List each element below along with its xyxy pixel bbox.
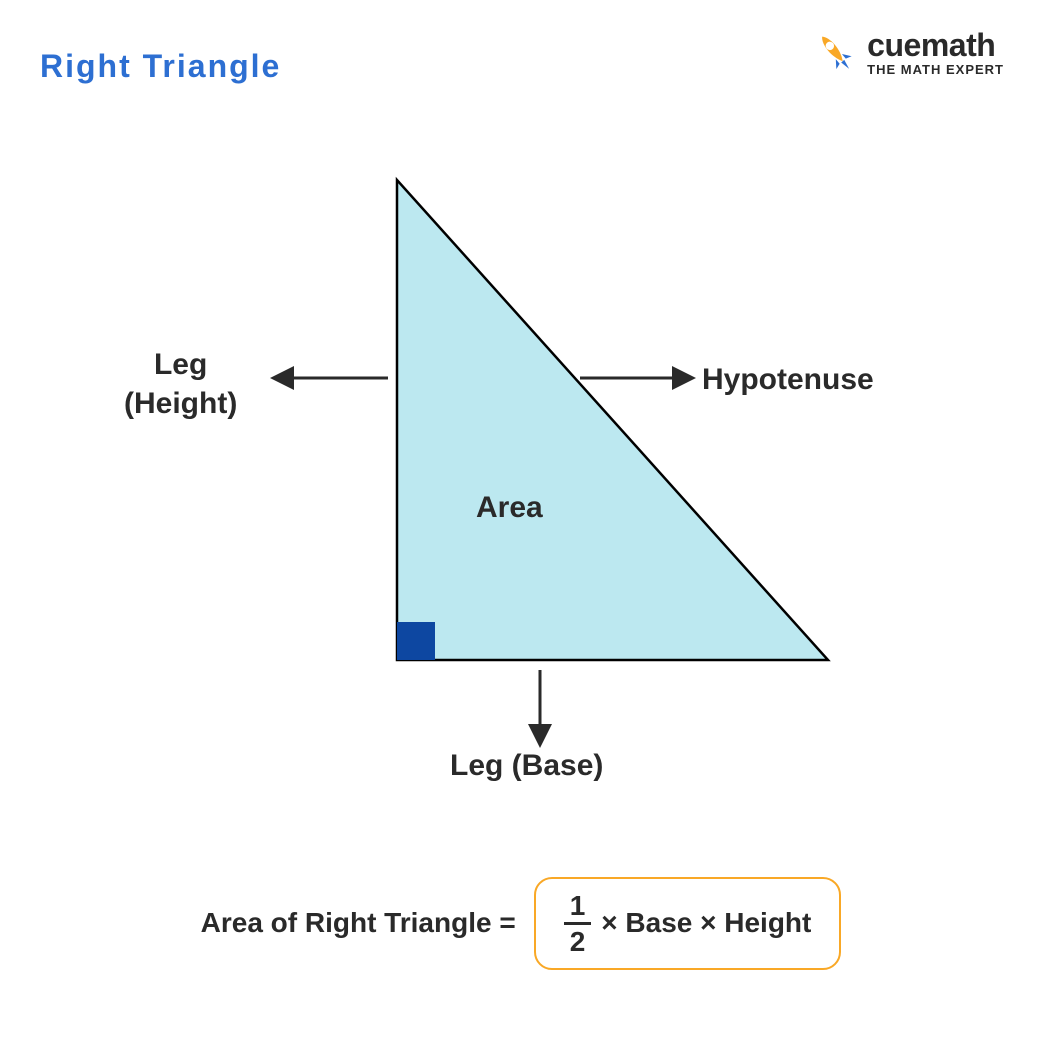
formula-box: 1 2 × Base × Height: [534, 877, 842, 970]
page-title: Right Triangle: [40, 48, 281, 85]
leg-height-label: Leg (Height): [124, 345, 237, 423]
area-label: Area: [476, 488, 543, 527]
area-formula: Area of Right Triangle = 1 2 × Base × He…: [0, 877, 1042, 970]
leg-base-label: Leg (Base): [450, 746, 603, 785]
right-triangle-shape: [397, 180, 828, 660]
rocket-icon: [811, 28, 859, 76]
brand-logo: cuemath THE MATH EXPERT: [811, 28, 1004, 76]
formula-rest: × Base × Height: [601, 907, 811, 939]
hypotenuse-label: Hypotenuse: [702, 360, 874, 399]
logo-brand-text: cuemath: [867, 29, 1004, 61]
right-angle-marker: [397, 622, 435, 660]
formula-left-text: Area of Right Triangle =: [201, 907, 516, 939]
formula-fraction: 1 2: [564, 891, 592, 956]
triangle-diagram: Area Leg (Height) Hypotenuse Leg (Base): [50, 150, 990, 800]
logo-tagline: THE MATH EXPERT: [867, 63, 1004, 76]
